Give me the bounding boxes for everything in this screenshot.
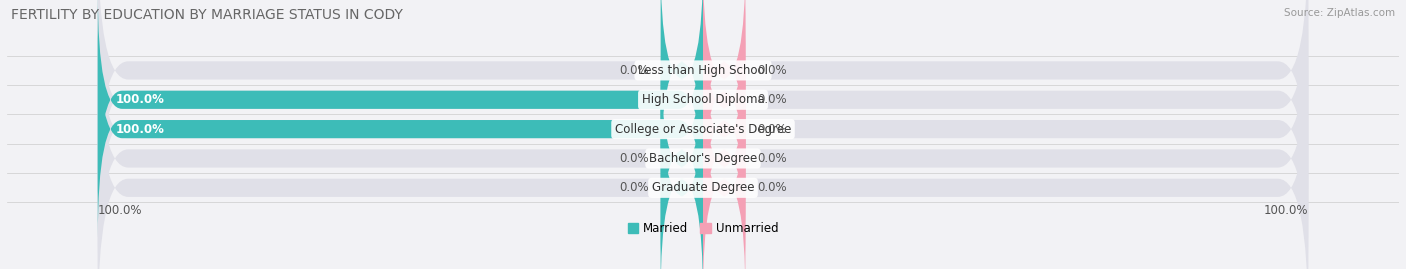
FancyBboxPatch shape	[98, 50, 1308, 269]
Text: College or Associate's Degree: College or Associate's Degree	[614, 123, 792, 136]
FancyBboxPatch shape	[98, 21, 1308, 269]
Text: 0.0%: 0.0%	[758, 93, 787, 106]
FancyBboxPatch shape	[703, 21, 745, 238]
Text: High School Diploma: High School Diploma	[641, 93, 765, 106]
Text: 0.0%: 0.0%	[758, 123, 787, 136]
Text: 0.0%: 0.0%	[758, 64, 787, 77]
FancyBboxPatch shape	[703, 50, 745, 267]
FancyBboxPatch shape	[98, 0, 703, 208]
FancyBboxPatch shape	[661, 80, 703, 269]
FancyBboxPatch shape	[98, 0, 1308, 267]
FancyBboxPatch shape	[703, 0, 745, 179]
FancyBboxPatch shape	[703, 0, 745, 208]
Text: Bachelor's Degree: Bachelor's Degree	[650, 152, 756, 165]
Text: 100.0%: 100.0%	[115, 93, 165, 106]
Text: 0.0%: 0.0%	[758, 181, 787, 194]
FancyBboxPatch shape	[98, 21, 703, 238]
FancyBboxPatch shape	[703, 80, 745, 269]
Text: 100.0%: 100.0%	[98, 204, 142, 217]
Text: 0.0%: 0.0%	[619, 152, 648, 165]
Text: FERTILITY BY EDUCATION BY MARRIAGE STATUS IN CODY: FERTILITY BY EDUCATION BY MARRIAGE STATU…	[11, 8, 404, 22]
FancyBboxPatch shape	[98, 0, 1308, 208]
Text: Graduate Degree: Graduate Degree	[652, 181, 754, 194]
Text: 0.0%: 0.0%	[619, 181, 648, 194]
Text: Less than High School: Less than High School	[638, 64, 768, 77]
FancyBboxPatch shape	[661, 0, 703, 179]
Legend: Married, Unmarried: Married, Unmarried	[623, 217, 783, 239]
Text: 100.0%: 100.0%	[1264, 204, 1308, 217]
Text: 0.0%: 0.0%	[619, 64, 648, 77]
Text: 100.0%: 100.0%	[115, 123, 165, 136]
Text: 0.0%: 0.0%	[758, 152, 787, 165]
FancyBboxPatch shape	[661, 50, 703, 267]
Text: Source: ZipAtlas.com: Source: ZipAtlas.com	[1284, 8, 1395, 18]
FancyBboxPatch shape	[98, 0, 1308, 238]
